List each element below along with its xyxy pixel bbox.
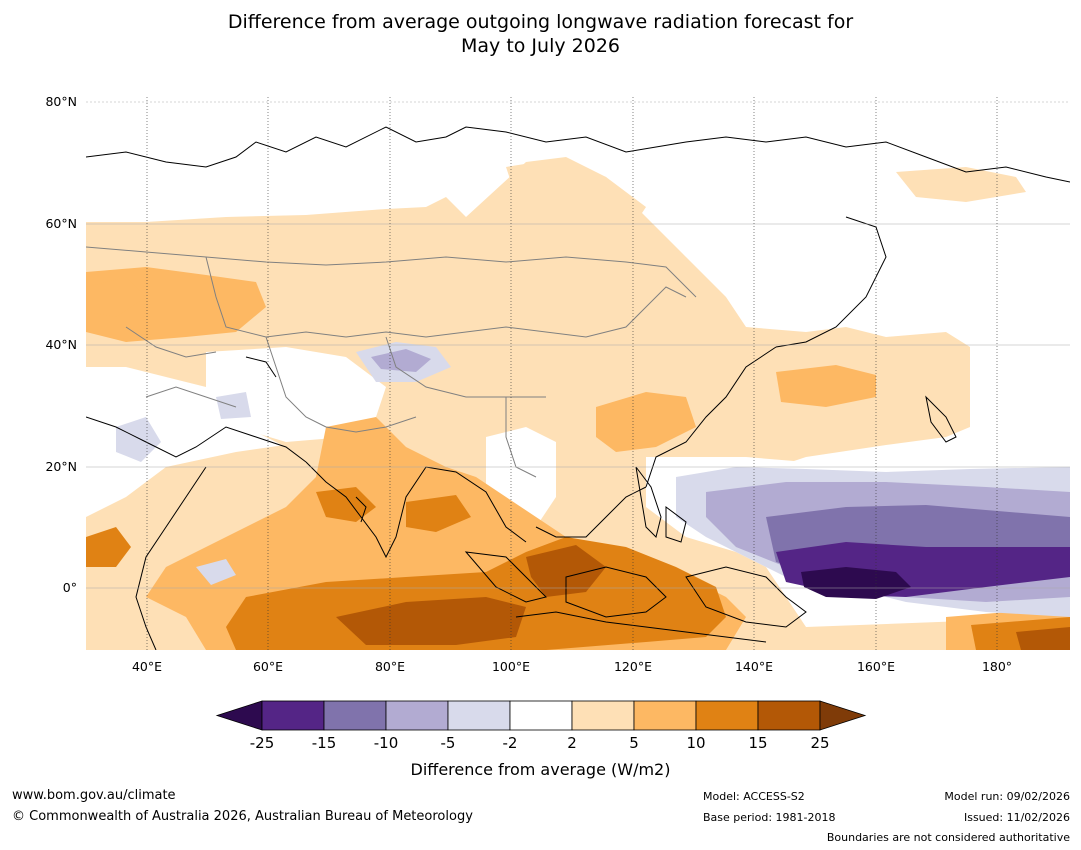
footer-url[interactable]: www.bom.gov.au/climate [12, 788, 176, 803]
lat-label-40n: 40°N [45, 337, 77, 352]
olr-anomaly-map [86, 97, 1070, 650]
colorbar-cell [385, 700, 449, 731]
anomaly-region-brown-indian-ocean [336, 597, 526, 645]
lat-label-60n: 60°N [45, 216, 77, 231]
colorbar-cell [261, 700, 325, 731]
colorbar-cell [695, 700, 759, 731]
lat-label-20n: 20°N [45, 459, 77, 474]
colorbar-extend-low [215, 700, 263, 731]
anomaly-region-light-orange-north [506, 159, 646, 237]
colorbar-cell [323, 700, 387, 731]
lon-label-80e: 80°E [374, 659, 406, 674]
coastlines [86, 126, 1070, 650]
lon-label-100e: 100°E [491, 659, 530, 674]
lon-gridlines [146, 97, 998, 650]
colorbar-tick-label: 2 [567, 734, 577, 752]
anomaly-region-light-orange-ne [896, 167, 1026, 202]
colorbar-cell [633, 700, 697, 731]
chart-title: Difference from average outgoing longwav… [0, 10, 1081, 58]
colorbar-tick-label: -15 [311, 734, 337, 752]
anomaly-region-white-central [206, 347, 386, 442]
footer-model: Model: ACCESS-S2 [703, 790, 805, 803]
anomaly-region-lightpurple-africa [196, 559, 236, 585]
footer-copyright: © Commonwealth of Australia 2026, Austra… [12, 809, 473, 824]
lat-gridlines [86, 101, 1070, 589]
anomaly-region-deepest-purple-pacific [801, 567, 911, 599]
anomaly-region-orange-china [596, 392, 696, 452]
anomaly-region-brown-se-pacific [1016, 627, 1070, 650]
lon-label-120e: 120°E [613, 659, 652, 674]
anomaly-region-brown-borneo [526, 545, 606, 597]
colorbar-cell [571, 700, 635, 731]
colorbar-cell [447, 700, 511, 731]
colorbar-tick-label: -25 [249, 734, 275, 752]
footer-model-run: Model run: 09/02/2026 [944, 790, 1070, 803]
anomaly-region-purple-tibet [371, 349, 431, 372]
colorbar-tick-label: 25 [810, 734, 830, 752]
colorbar [215, 700, 867, 731]
anomaly-region-lightpurple-iran [216, 392, 251, 419]
lon-label-40e: 40°E [131, 659, 163, 674]
anomaly-region-orange-anomaly-small [86, 277, 146, 317]
title-line-2: May to July 2026 [461, 35, 620, 57]
lon-label-160e: 160°E [856, 659, 895, 674]
colorbar-tick-label: 10 [686, 734, 706, 752]
lon-label-140e: 140°E [734, 659, 773, 674]
colorbar-tick-label: -10 [373, 734, 399, 752]
colorbar-tick-label: -5 [440, 734, 456, 752]
colorbar-cell [509, 700, 573, 731]
colorbar-tick-label: 15 [748, 734, 768, 752]
colorbar-tick-label: 5 [629, 734, 639, 752]
lat-label-80n: 80°N [45, 94, 77, 109]
anomaly-region-darkorange-bay-bengal [316, 487, 376, 522]
colorbar-cell [757, 700, 821, 731]
lon-label-180: 180° [981, 659, 1013, 674]
anomaly-region-orange-nw-pacific [776, 365, 876, 407]
anomaly-region-darkorange-andaman [406, 495, 471, 532]
colorbar-tick-label: -2 [502, 734, 518, 752]
footer-disclaimer: Boundaries are not considered authoritat… [826, 831, 1070, 844]
colorbar-extend-high [819, 700, 867, 731]
footer-base-period: Base period: 1981-2018 [703, 811, 836, 824]
lon-label-60e: 60°E [252, 659, 284, 674]
anomaly-region-lightpurple-arabia [116, 417, 161, 462]
footer-issued: Issued: 11/02/2026 [963, 811, 1070, 824]
anomaly-region-darkorange-africa [86, 527, 131, 567]
colorbar-label: Difference from average (W/m2) [410, 760, 671, 779]
lat-label-0: 0° [62, 580, 77, 595]
title-line-1: Difference from average outgoing longwav… [227, 11, 854, 33]
